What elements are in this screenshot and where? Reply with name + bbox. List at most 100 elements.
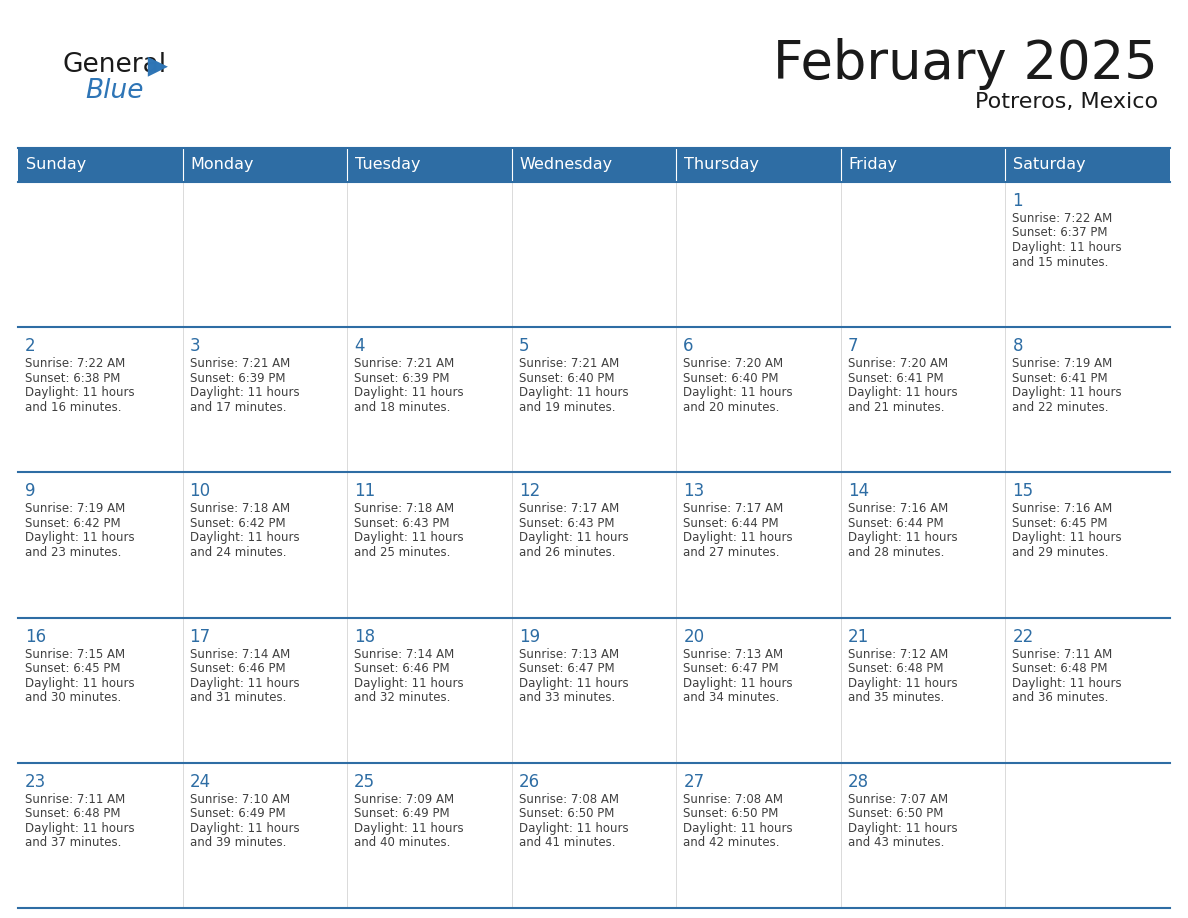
Text: Daylight: 11 hours: Daylight: 11 hours — [1012, 677, 1121, 689]
Text: Sunset: 6:40 PM: Sunset: 6:40 PM — [683, 372, 779, 385]
Text: Daylight: 11 hours: Daylight: 11 hours — [354, 677, 463, 689]
Text: Sunset: 6:40 PM: Sunset: 6:40 PM — [519, 372, 614, 385]
Text: Blue: Blue — [86, 78, 144, 104]
Text: Daylight: 11 hours: Daylight: 11 hours — [519, 532, 628, 544]
Text: 14: 14 — [848, 482, 868, 500]
Text: 7: 7 — [848, 337, 859, 355]
Text: 3: 3 — [190, 337, 201, 355]
Text: 23: 23 — [25, 773, 46, 790]
Bar — [183, 763, 347, 908]
Bar — [347, 473, 512, 618]
Text: and 27 minutes.: and 27 minutes. — [683, 546, 779, 559]
Text: and 35 minutes.: and 35 minutes. — [848, 691, 944, 704]
Bar — [18, 182, 183, 327]
Text: February 2025: February 2025 — [773, 38, 1158, 90]
Bar — [1005, 327, 1170, 473]
Text: Sunset: 6:46 PM: Sunset: 6:46 PM — [190, 662, 285, 675]
Bar — [347, 618, 512, 763]
Text: Sunset: 6:44 PM: Sunset: 6:44 PM — [848, 517, 943, 530]
Text: and 26 minutes.: and 26 minutes. — [519, 546, 615, 559]
Text: Sunrise: 7:16 AM: Sunrise: 7:16 AM — [848, 502, 948, 515]
Text: ◀: ◀ — [148, 52, 169, 78]
Text: and 15 minutes.: and 15 minutes. — [1012, 255, 1108, 268]
Text: Sunrise: 7:18 AM: Sunrise: 7:18 AM — [354, 502, 454, 515]
Text: and 29 minutes.: and 29 minutes. — [1012, 546, 1108, 559]
Text: Sunset: 6:50 PM: Sunset: 6:50 PM — [683, 807, 778, 821]
Text: Sunset: 6:47 PM: Sunset: 6:47 PM — [519, 662, 614, 675]
Text: Sunset: 6:50 PM: Sunset: 6:50 PM — [519, 807, 614, 821]
Bar — [676, 763, 841, 908]
Text: Sunset: 6:48 PM: Sunset: 6:48 PM — [1012, 662, 1108, 675]
Text: General: General — [62, 52, 166, 78]
Text: Daylight: 11 hours: Daylight: 11 hours — [848, 532, 958, 544]
Text: 27: 27 — [683, 773, 704, 790]
Text: Daylight: 11 hours: Daylight: 11 hours — [25, 822, 134, 834]
Text: Daylight: 11 hours: Daylight: 11 hours — [1012, 532, 1121, 544]
Text: Sunset: 6:43 PM: Sunset: 6:43 PM — [354, 517, 449, 530]
Text: Sunday: Sunday — [26, 158, 87, 173]
Text: Daylight: 11 hours: Daylight: 11 hours — [683, 532, 792, 544]
Bar — [347, 327, 512, 473]
Bar — [183, 473, 347, 618]
Text: Sunrise: 7:21 AM: Sunrise: 7:21 AM — [190, 357, 290, 370]
Text: 26: 26 — [519, 773, 539, 790]
Bar — [841, 182, 1005, 327]
Bar — [1005, 473, 1170, 618]
Text: Sunrise: 7:22 AM: Sunrise: 7:22 AM — [1012, 212, 1113, 225]
Text: Sunset: 6:46 PM: Sunset: 6:46 PM — [354, 662, 450, 675]
Text: 17: 17 — [190, 628, 210, 645]
Bar — [18, 473, 183, 618]
Text: 28: 28 — [848, 773, 868, 790]
Text: Daylight: 11 hours: Daylight: 11 hours — [25, 386, 134, 399]
Bar — [347, 182, 512, 327]
Text: Daylight: 11 hours: Daylight: 11 hours — [683, 677, 792, 689]
Text: Daylight: 11 hours: Daylight: 11 hours — [190, 677, 299, 689]
Text: Daylight: 11 hours: Daylight: 11 hours — [354, 822, 463, 834]
Text: Sunrise: 7:16 AM: Sunrise: 7:16 AM — [1012, 502, 1113, 515]
Text: 6: 6 — [683, 337, 694, 355]
Text: and 19 minutes.: and 19 minutes. — [519, 400, 615, 414]
Text: Daylight: 11 hours: Daylight: 11 hours — [519, 386, 628, 399]
Bar — [841, 473, 1005, 618]
Text: and 23 minutes.: and 23 minutes. — [25, 546, 121, 559]
Text: 11: 11 — [354, 482, 375, 500]
Text: Sunrise: 7:17 AM: Sunrise: 7:17 AM — [519, 502, 619, 515]
Text: Sunrise: 7:17 AM: Sunrise: 7:17 AM — [683, 502, 784, 515]
Bar — [18, 148, 183, 182]
Text: and 40 minutes.: and 40 minutes. — [354, 836, 450, 849]
Text: and 18 minutes.: and 18 minutes. — [354, 400, 450, 414]
Text: Sunset: 6:41 PM: Sunset: 6:41 PM — [1012, 372, 1108, 385]
Bar — [183, 327, 347, 473]
Text: and 17 minutes.: and 17 minutes. — [190, 400, 286, 414]
Text: 22: 22 — [1012, 628, 1034, 645]
Text: and 30 minutes.: and 30 minutes. — [25, 691, 121, 704]
Text: and 42 minutes.: and 42 minutes. — [683, 836, 779, 849]
Text: Sunset: 6:38 PM: Sunset: 6:38 PM — [25, 372, 120, 385]
Text: Sunset: 6:49 PM: Sunset: 6:49 PM — [190, 807, 285, 821]
Text: Daylight: 11 hours: Daylight: 11 hours — [354, 386, 463, 399]
Text: Sunrise: 7:07 AM: Sunrise: 7:07 AM — [848, 793, 948, 806]
Text: and 31 minutes.: and 31 minutes. — [190, 691, 286, 704]
Text: Daylight: 11 hours: Daylight: 11 hours — [190, 822, 299, 834]
Text: Daylight: 11 hours: Daylight: 11 hours — [190, 386, 299, 399]
Text: and 39 minutes.: and 39 minutes. — [190, 836, 286, 849]
Bar — [676, 618, 841, 763]
Text: and 37 minutes.: and 37 minutes. — [25, 836, 121, 849]
Text: Sunset: 6:37 PM: Sunset: 6:37 PM — [1012, 227, 1108, 240]
Bar — [841, 327, 1005, 473]
Text: and 28 minutes.: and 28 minutes. — [848, 546, 944, 559]
Text: Daylight: 11 hours: Daylight: 11 hours — [1012, 386, 1121, 399]
Bar — [347, 763, 512, 908]
Text: and 16 minutes.: and 16 minutes. — [25, 400, 121, 414]
Text: Friday: Friday — [849, 158, 898, 173]
Text: Daylight: 11 hours: Daylight: 11 hours — [519, 677, 628, 689]
Text: Sunset: 6:47 PM: Sunset: 6:47 PM — [683, 662, 779, 675]
Text: and 34 minutes.: and 34 minutes. — [683, 691, 779, 704]
Text: Sunrise: 7:20 AM: Sunrise: 7:20 AM — [848, 357, 948, 370]
Text: Sunrise: 7:14 AM: Sunrise: 7:14 AM — [190, 647, 290, 661]
Bar — [841, 148, 1005, 182]
Text: Saturday: Saturday — [1013, 158, 1086, 173]
Text: Sunset: 6:42 PM: Sunset: 6:42 PM — [25, 517, 121, 530]
Bar — [1005, 618, 1170, 763]
Bar — [512, 148, 676, 182]
